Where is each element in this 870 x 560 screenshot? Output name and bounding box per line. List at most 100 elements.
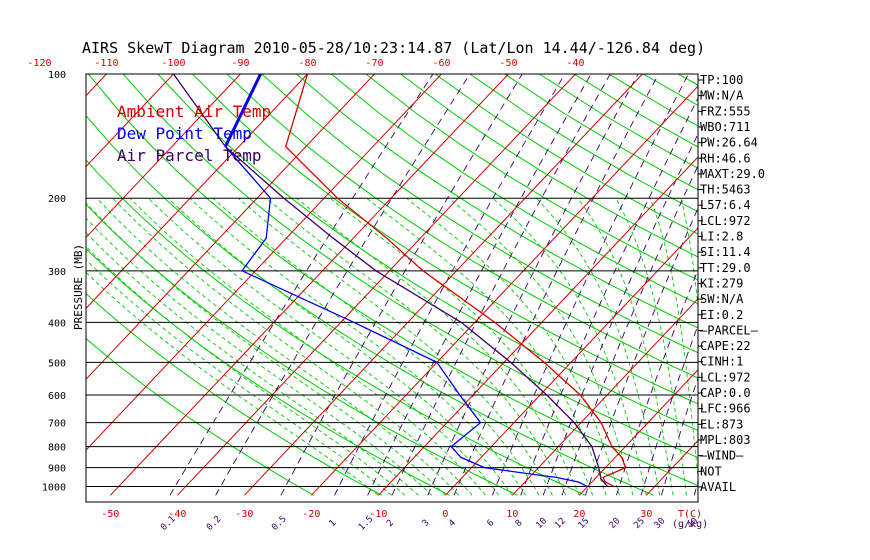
dry-adiabat xyxy=(782,74,870,495)
mixing-ratio-tick-label: 8 xyxy=(514,518,525,529)
mixing-ratio-line xyxy=(561,164,698,496)
stats-item: EL:873 xyxy=(700,417,743,431)
top-temp-tick-label: -60 xyxy=(432,58,450,69)
stats-item: LCL:972 xyxy=(700,214,751,228)
top-temp-tick-label: -110 xyxy=(94,58,118,69)
dry-adiabat xyxy=(365,74,698,281)
moist-adiabat xyxy=(448,197,634,496)
moist-adiabat xyxy=(86,271,379,496)
dry-adiabat xyxy=(817,74,870,495)
mixing-ratio-line xyxy=(280,74,523,496)
mixing-ratio-tick-label: 30 xyxy=(653,516,668,531)
dry-adiabat xyxy=(192,74,698,405)
axis-labels: 100 200 300 400 500 600 700 800 900 1000 -50 -40 -30… xyxy=(27,58,708,533)
mixing-ratio-axis-label: (g/kg) xyxy=(672,519,708,530)
stats-item: TP:100 xyxy=(700,73,743,87)
pressure-tick-label: 300 xyxy=(48,267,66,278)
series-line-2 xyxy=(224,74,588,488)
stats-item: CAPE:22 xyxy=(700,339,751,353)
moist-adiabat xyxy=(86,259,392,496)
pressure-tick-label: 400 xyxy=(48,318,66,329)
moist-adiabat xyxy=(86,217,433,496)
profile-lines xyxy=(172,74,627,488)
isotherm-line xyxy=(243,74,643,496)
pressure-tick-label: 200 xyxy=(48,194,66,205)
moist-adiabat xyxy=(329,197,594,496)
mixing-ratio-tick-label: 0.2 xyxy=(205,514,224,533)
moist-adiabat xyxy=(296,197,580,496)
moist-adiabat xyxy=(366,197,607,496)
moist-adiabat xyxy=(615,197,687,496)
grid-lines xyxy=(86,74,870,496)
mixing-ratio-tick-label: 0.5 xyxy=(270,514,289,533)
mixing-ratio-line xyxy=(334,74,566,496)
moist-adiabat xyxy=(189,197,527,496)
dry-adiabat xyxy=(261,74,698,354)
stats-item: NOT xyxy=(700,464,722,478)
mixing-ratio-tick-label: 4 xyxy=(447,518,458,529)
moist-adiabat xyxy=(96,197,460,496)
pressure-tick-label: 1000 xyxy=(42,483,66,494)
pressure-tick-label: 600 xyxy=(48,391,66,402)
pressure-tick-label: 900 xyxy=(48,464,66,475)
dry-adiabat xyxy=(86,337,315,496)
pressure-tick-label: 800 xyxy=(48,443,66,454)
mixing-ratio-tick-label: 12 xyxy=(553,516,568,531)
bottom-temp-tick-label: -40 xyxy=(168,509,186,520)
dry-adiabat xyxy=(86,159,586,496)
pressure-tick-label: 100 xyxy=(48,70,66,81)
top-temp-tick-label: -80 xyxy=(298,58,316,69)
stats-item: SW:N/A xyxy=(700,292,744,306)
moist-adiabat xyxy=(492,197,647,496)
stats-item: RH:46.6 xyxy=(700,151,751,165)
dry-adiabat xyxy=(88,74,698,487)
top-temp-tick-label: -90 xyxy=(231,58,249,69)
moist-adiabat xyxy=(649,198,698,482)
stats-item: PW:26.64 xyxy=(700,136,758,150)
moist-adiabat xyxy=(86,245,406,496)
dry-adiabat xyxy=(434,74,698,235)
stats-item: EI:0.2 xyxy=(700,308,743,322)
legend: Ambient Air Temp Dew Point Temp Air Parcel… xyxy=(117,102,271,165)
isotherm-line xyxy=(86,74,107,97)
stats-item: MPL:803 xyxy=(700,433,751,447)
bottom-temp-tick-label: -10 xyxy=(369,509,387,520)
mixing-ratio-tick-label: 1 xyxy=(328,518,339,529)
bottom-temp-tick-label: -50 xyxy=(101,509,119,520)
stats-item: TT:29.0 xyxy=(700,261,751,275)
stats-item: KI:279 xyxy=(700,276,743,290)
mixing-ratio-tick-label: 20 xyxy=(608,516,623,531)
bottom-temp-tick-label: -20 xyxy=(302,509,320,520)
dry-adiabat xyxy=(400,74,698,258)
y-axis-label: PRESSURE (MB) xyxy=(72,244,85,330)
dry-adiabat xyxy=(504,74,698,191)
isotherm-line xyxy=(511,298,698,496)
dry-adiabat xyxy=(226,74,698,379)
series-line-3 xyxy=(172,74,609,488)
mixing-ratio-line xyxy=(169,74,434,496)
isotherm-line xyxy=(310,85,698,496)
mixing-ratio-line xyxy=(367,74,592,496)
pressure-tick-label: 700 xyxy=(48,419,66,430)
dry-adiabat xyxy=(86,114,654,496)
moist-adiabat xyxy=(86,232,419,496)
dry-adiabat xyxy=(157,74,698,431)
mixing-ratio-tick-label: 2 xyxy=(385,518,396,529)
bottom-temp-tick-label: -30 xyxy=(235,509,253,520)
mixing-ratio-tick-label: 10 xyxy=(534,516,549,531)
moist-adiabat xyxy=(238,197,553,496)
mixing-ratio-tick-label: 6 xyxy=(486,518,497,529)
chart-title: AIRS SkewT Diagram 2010-05-28/10:23:14.8… xyxy=(82,39,705,57)
mixing-ratio-line xyxy=(453,74,659,496)
plot-frame xyxy=(85,73,699,503)
stats-item: AVAIL xyxy=(700,480,736,494)
pressure-tick-label: 500 xyxy=(48,358,66,369)
isotherm-line xyxy=(109,74,509,496)
stats-item: TH:5463 xyxy=(700,183,751,197)
dry-adiabat xyxy=(86,248,450,496)
mixing-ratio-line xyxy=(661,376,698,496)
mixing-ratio-line xyxy=(520,97,698,496)
mixing-ratio-line xyxy=(391,74,611,496)
